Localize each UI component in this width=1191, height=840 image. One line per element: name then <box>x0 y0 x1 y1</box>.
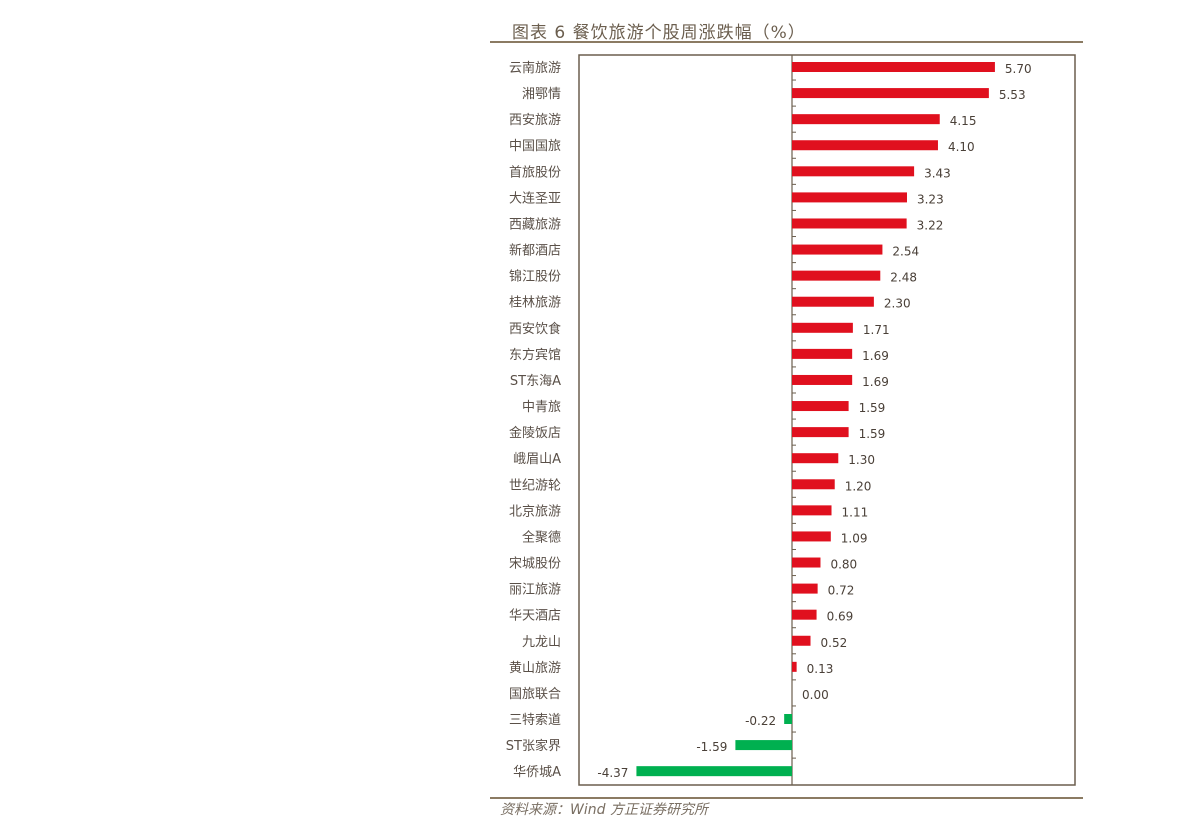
data-label: 2.30 <box>884 297 911 311</box>
category-label: 丽江旅游 <box>509 583 561 598</box>
bar <box>792 166 915 177</box>
bar <box>792 88 989 99</box>
bar <box>792 609 817 620</box>
data-label: 1.20 <box>845 479 872 493</box>
bar <box>792 270 881 281</box>
category-label: 首旅股份 <box>509 165 561 180</box>
data-label: 0.00 <box>802 688 829 702</box>
category-label: 桂林旅游 <box>509 296 561 311</box>
bar <box>792 62 995 72</box>
data-label: 1.09 <box>841 531 868 545</box>
bottom-rule <box>490 797 1083 799</box>
category-label: 全聚德 <box>522 529 561 545</box>
bar <box>792 427 849 438</box>
category-label: 世纪游轮 <box>509 478 561 493</box>
data-label: 5.53 <box>999 88 1026 102</box>
category-label: 中青旅 <box>522 400 561 415</box>
data-label: 1.69 <box>862 349 889 363</box>
bar <box>792 453 839 464</box>
bar <box>792 322 853 333</box>
data-label: -0.22 <box>745 714 776 728</box>
bar <box>792 531 831 542</box>
data-label: 5.70 <box>1005 62 1032 76</box>
data-label: 1.59 <box>859 401 886 415</box>
plot-frame <box>578 54 1076 786</box>
data-label: 1.59 <box>859 427 886 441</box>
bar <box>792 192 907 203</box>
chart-title: 图表 6 餐饮旅游个股周涨跌幅（%） <box>512 23 806 43</box>
bar <box>792 244 883 255</box>
data-label: 0.52 <box>821 636 848 650</box>
category-label: 九龙山 <box>522 635 561 650</box>
data-label: 0.72 <box>828 584 855 598</box>
category-label: 锦江股份 <box>509 270 561 285</box>
bar <box>784 714 792 724</box>
data-label: 3.22 <box>917 218 944 232</box>
bar <box>792 114 940 125</box>
category-label: 东方宾馆 <box>509 347 561 363</box>
bar <box>636 766 792 777</box>
category-label: 新都酒店 <box>509 243 561 259</box>
bar <box>792 348 853 359</box>
category-label: 宋城股份 <box>509 557 561 572</box>
category-label: 北京旅游 <box>509 504 561 519</box>
data-label: 2.48 <box>890 271 917 285</box>
data-label: 0.13 <box>807 662 834 676</box>
top-rule <box>490 41 1083 43</box>
data-label: 3.23 <box>917 192 944 206</box>
data-label: -4.37 <box>597 766 628 780</box>
category-label: 中国国旅 <box>509 139 561 154</box>
bar <box>792 479 835 490</box>
bar <box>792 505 832 516</box>
data-label: 2.54 <box>892 245 919 259</box>
bar <box>735 740 792 751</box>
category-label: 三特索道 <box>509 713 561 728</box>
category-label: 湘鄂情 <box>522 87 561 102</box>
bar <box>792 218 907 229</box>
bar <box>792 557 821 568</box>
data-label: 1.69 <box>862 375 889 389</box>
bar <box>792 296 874 307</box>
category-label: ST张家界 <box>506 738 561 754</box>
category-label: 大连圣亚 <box>509 190 561 206</box>
bar <box>792 661 797 672</box>
bar <box>792 140 938 151</box>
data-label: 1.30 <box>848 453 875 467</box>
category-label: 华侨城A <box>513 765 561 780</box>
category-label: 金陵饭店 <box>509 425 561 441</box>
category-label: 西安饮食 <box>509 321 561 337</box>
category-label: 云南旅游 <box>509 60 561 76</box>
source-note: 资料来源：Wind 方正证券研究所 <box>500 802 708 818</box>
data-label: 1.71 <box>863 323 890 337</box>
category-label: 黄山旅游 <box>509 661 561 676</box>
data-label: 4.15 <box>950 114 977 128</box>
data-label: 1.11 <box>842 505 869 519</box>
bar <box>792 635 811 646</box>
data-label: 0.69 <box>827 610 854 624</box>
category-label: 峨眉山A <box>513 452 561 467</box>
category-label: 西安旅游 <box>509 113 561 128</box>
data-label: 3.43 <box>924 166 951 180</box>
bar <box>792 583 818 594</box>
data-label: 0.80 <box>830 558 857 572</box>
category-label: 西藏旅游 <box>509 217 561 232</box>
bar <box>792 374 853 385</box>
category-label: ST东海A <box>510 374 561 389</box>
category-label: 国旅联合 <box>509 687 561 702</box>
bar <box>792 401 849 412</box>
data-label: 4.10 <box>948 140 975 154</box>
category-label: 华天酒店 <box>509 609 561 624</box>
data-label: -1.59 <box>696 740 727 754</box>
